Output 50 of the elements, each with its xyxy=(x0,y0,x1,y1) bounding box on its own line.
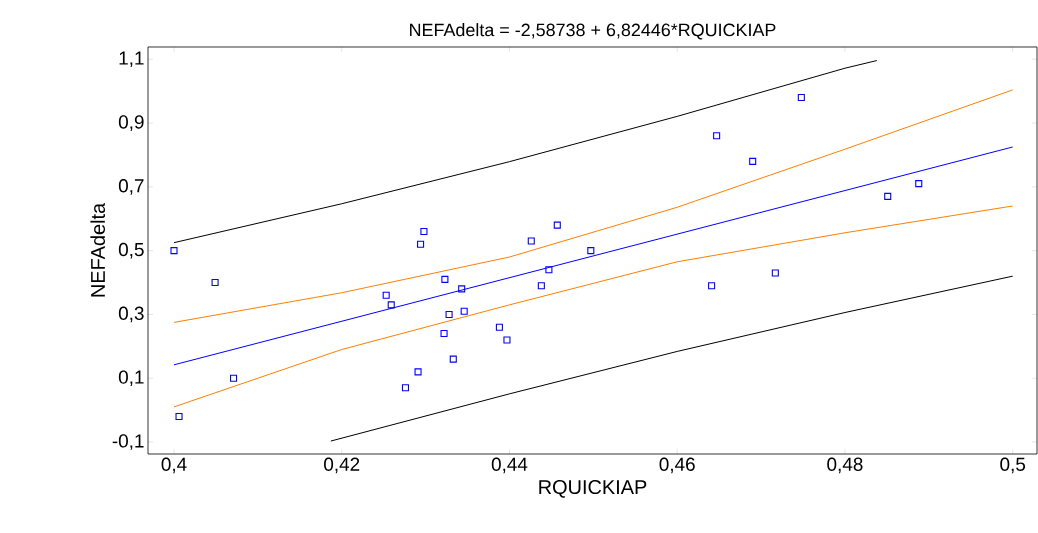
point xyxy=(713,132,721,140)
point xyxy=(771,269,779,277)
point xyxy=(527,237,535,245)
point xyxy=(401,384,410,392)
point xyxy=(449,355,457,363)
point xyxy=(797,94,805,102)
point xyxy=(708,282,716,290)
point xyxy=(537,282,545,290)
point xyxy=(884,192,892,200)
point xyxy=(749,157,757,165)
line-series xyxy=(330,275,1014,442)
point xyxy=(417,240,425,248)
x-tick-label: 0,44 xyxy=(491,457,528,474)
point xyxy=(460,307,468,315)
point xyxy=(211,278,219,287)
point xyxy=(545,266,553,274)
point xyxy=(495,323,503,331)
point xyxy=(175,412,183,421)
y-tick-label: 0,7 xyxy=(118,179,144,195)
x-tick-label: 0,48 xyxy=(827,457,863,474)
point xyxy=(587,247,595,255)
y-tick-label: -0,1 xyxy=(112,434,144,450)
point xyxy=(420,227,428,236)
point xyxy=(414,368,422,376)
point xyxy=(445,310,453,318)
x-tick-label: 0,5 xyxy=(1000,457,1026,474)
y-tick-label: 0,3 xyxy=(118,306,144,323)
y-tick-label: 0,1 xyxy=(118,370,144,387)
point xyxy=(441,275,449,283)
point xyxy=(915,180,923,188)
x-tick-label: 0,46 xyxy=(659,457,695,474)
y-tick-label: 0,9 xyxy=(118,115,144,131)
point xyxy=(553,221,561,229)
y-axis-title: NEFAdelta xyxy=(90,202,106,297)
point xyxy=(382,291,390,299)
point xyxy=(440,330,448,338)
point xyxy=(170,247,178,255)
point xyxy=(230,374,238,382)
point xyxy=(503,336,511,344)
x-axis-title: RQUICKIAP xyxy=(539,480,647,498)
x-tick-label: 0,4 xyxy=(161,457,187,474)
x-tick-label: 0,42 xyxy=(324,457,360,474)
line-series xyxy=(173,205,1014,408)
y-tick-label: 0,5 xyxy=(118,242,144,259)
chart-title: NEFAdelta = -2,58738 + 6,82446*RQUICKIAP xyxy=(410,23,776,40)
line-series xyxy=(173,89,1014,323)
line-series xyxy=(173,60,878,244)
point xyxy=(387,301,395,309)
point xyxy=(458,285,466,293)
y-tick-label: 1,1 xyxy=(119,51,144,67)
